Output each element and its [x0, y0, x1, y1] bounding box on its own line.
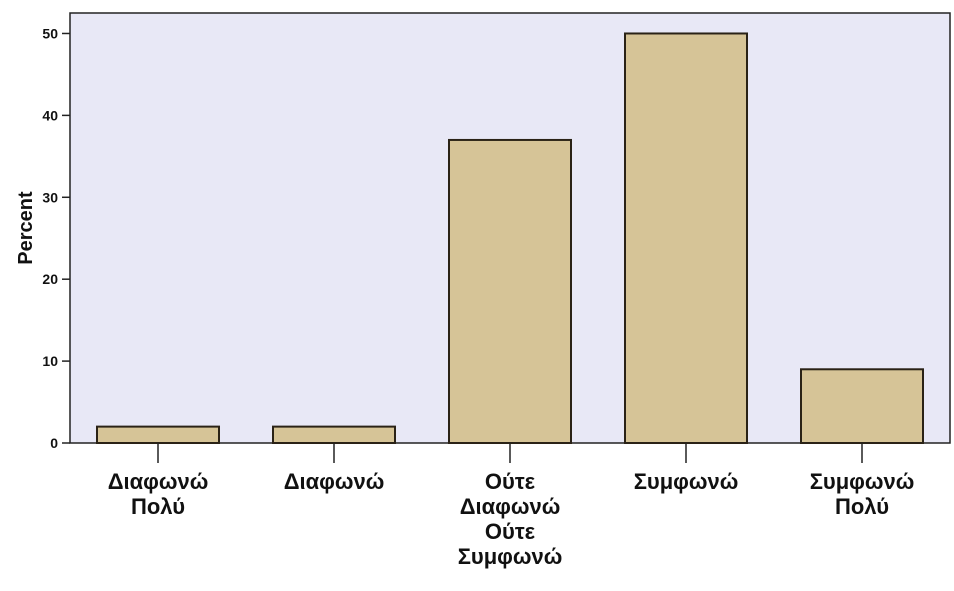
- bar-5: [800, 368, 924, 444]
- bars-layer: [96, 32, 924, 445]
- x-tick-label-4-line-1: Συμφωνώ: [634, 469, 739, 494]
- y-tick-label-40: 40: [42, 107, 58, 123]
- x-tick-label-5: Συμφωνώ Πολύ: [810, 469, 915, 519]
- y-tick-label-30: 30: [42, 189, 58, 205]
- x-tick-label-3: Ούτε Διαφωνώ Ούτε Συμφωνώ: [458, 469, 563, 569]
- x-tick-label-4: Συμφωνώ: [634, 469, 739, 494]
- bar-1: [96, 425, 220, 445]
- x-tick-label-3-line-4: Συμφωνώ: [458, 544, 563, 569]
- y-tick-label-50: 50: [42, 25, 58, 41]
- x-tick-label-1-line-1: Διαφωνώ: [108, 469, 209, 494]
- x-tick-label-3-line-1: Ούτε: [485, 469, 536, 494]
- bar-4: [624, 32, 748, 444]
- x-tick-label-2-line-1: Διαφωνώ: [284, 469, 385, 494]
- y-tick-label-0: 0: [50, 435, 58, 451]
- x-tick-label-5-line-2: Πολύ: [835, 494, 889, 519]
- x-tick-label-3-line-2: Διαφωνώ: [460, 494, 561, 519]
- x-tick-label-3-line-3: Ούτε: [485, 519, 536, 544]
- bar-3: [448, 138, 572, 444]
- y-axis-label: Percent: [15, 191, 37, 265]
- x-tick-label-2: Διαφωνώ: [284, 469, 385, 494]
- y-tick-label-20: 20: [42, 271, 58, 287]
- y-tick-label-10: 10: [42, 353, 58, 369]
- x-tick-label-5-line-1: Συμφωνώ: [810, 469, 915, 494]
- x-tick-label-1: Διαφωνώ Πολύ: [108, 469, 209, 519]
- bar-2: [272, 425, 396, 445]
- x-tick-label-1-line-2: Πολύ: [131, 494, 185, 519]
